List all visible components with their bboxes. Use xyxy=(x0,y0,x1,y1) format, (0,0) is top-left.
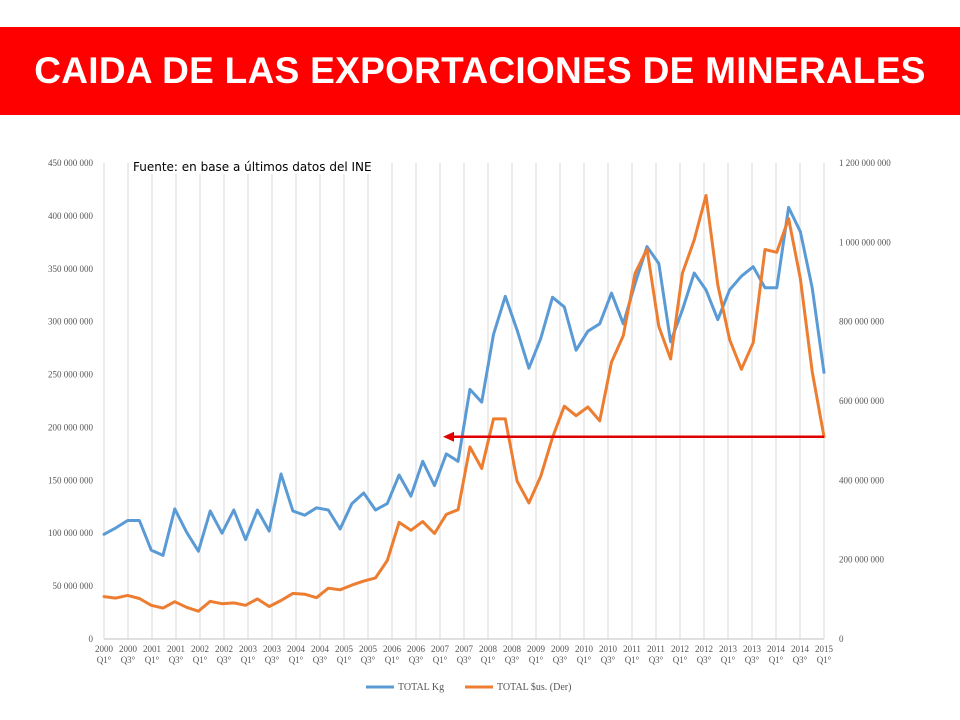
y-right-tick-label: 1 200 000 000 xyxy=(839,158,891,168)
x-tick-label-year: 2002 xyxy=(191,644,209,654)
x-tick-label-quarter: Q3° xyxy=(649,655,664,665)
x-tick-label-year: 2001 xyxy=(143,644,161,654)
y-left-tick-label: 250 000 000 xyxy=(48,370,94,380)
x-tick-label-quarter: Q3° xyxy=(745,655,760,665)
y-left-tick-label: 300 000 000 xyxy=(48,317,94,327)
x-tick-label-year: 2003 xyxy=(263,644,282,654)
x-tick-label-quarter: Q1° xyxy=(337,655,352,665)
y-left-tick-label: 400 000 000 xyxy=(48,211,94,221)
x-tick-label-quarter: Q3° xyxy=(217,655,232,665)
y-left-tick-label: 450 000 000 xyxy=(48,158,94,168)
y-right-tick-label: 600 000 000 xyxy=(839,396,885,406)
title-banner: CAIDA DE LAS EXPORTACIONES DE MINERALES xyxy=(0,27,960,115)
x-tick-label-year: 2000 xyxy=(95,644,114,654)
x-tick-label-year: 2012 xyxy=(671,644,689,654)
x-tick-label-year: 2007 xyxy=(431,644,450,654)
x-tick-label-year: 2001 xyxy=(167,644,185,654)
slide-title: CAIDA DE LAS EXPORTACIONES DE MINERALES xyxy=(34,50,926,91)
x-tick-label-year: 2012 xyxy=(695,644,713,654)
annotation-arrow-head xyxy=(443,431,454,442)
x-tick-label-quarter: Q1° xyxy=(289,655,304,665)
y-left-tick-label: 100 000 000 xyxy=(48,528,94,538)
source-note: Fuente: en base a últimos datos del INE xyxy=(131,160,374,174)
x-tick-label-year: 2004 xyxy=(287,644,306,654)
x-tick-label-year: 2009 xyxy=(551,644,570,654)
y-left-tick-label: 0 xyxy=(89,634,94,644)
x-tick-label-quarter: Q3° xyxy=(697,655,712,665)
y-right-tick-label: 1 000 000 000 xyxy=(839,237,891,247)
x-tick-label-year: 2006 xyxy=(407,644,426,654)
y-left-tick-label: 150 000 000 xyxy=(48,475,94,485)
x-tick-label-year: 2007 xyxy=(455,644,474,654)
x-tick-label-year: 2009 xyxy=(527,644,546,654)
x-tick-label-quarter: Q1° xyxy=(817,655,832,665)
x-tick-label-year: 2013 xyxy=(743,644,762,654)
x-tick-label-year: 2004 xyxy=(311,644,330,654)
x-tick-label-year: 2015 xyxy=(815,644,834,654)
x-tick-label-quarter: Q1° xyxy=(721,655,736,665)
x-tick-label-year: 2011 xyxy=(623,644,641,654)
x-tick-label-quarter: Q1° xyxy=(433,655,448,665)
x-tick-label-quarter: Q3° xyxy=(169,655,184,665)
x-tick-label-quarter: Q1° xyxy=(769,655,784,665)
x-tick-label-quarter: Q3° xyxy=(361,655,376,665)
x-tick-label-year: 2002 xyxy=(215,644,233,654)
x-tick-label-year: 2014 xyxy=(767,644,786,654)
x-tick-label-quarter: Q3° xyxy=(793,655,808,665)
x-tick-label-quarter: Q3° xyxy=(313,655,328,665)
x-tick-label-year: 2005 xyxy=(359,644,378,654)
x-tick-label-year: 2010 xyxy=(599,644,618,654)
x-tick-label-year: 2013 xyxy=(719,644,738,654)
x-tick-label-quarter: Q1° xyxy=(97,655,112,665)
x-tick-label-quarter: Q3° xyxy=(553,655,568,665)
y-right-tick-label: 200 000 000 xyxy=(839,555,885,565)
x-tick-label-quarter: Q1° xyxy=(385,655,400,665)
y-left-tick-label: 200 000 000 xyxy=(48,422,94,432)
legend-label: TOTAL Kg xyxy=(398,682,444,693)
x-tick-label-quarter: Q3° xyxy=(601,655,616,665)
y-left-tick-label: 350 000 000 xyxy=(48,264,94,274)
x-tick-label-quarter: Q3° xyxy=(505,655,520,665)
x-tick-label-quarter: Q3° xyxy=(265,655,280,665)
x-tick-label-quarter: Q1° xyxy=(529,655,544,665)
x-tick-label-quarter: Q3° xyxy=(457,655,472,665)
x-tick-label-quarter: Q3° xyxy=(409,655,424,665)
y-left-tick-label: 50 000 000 xyxy=(53,581,94,591)
x-tick-label-quarter: Q1° xyxy=(241,655,256,665)
x-tick-label-quarter: Q1° xyxy=(577,655,592,665)
x-tick-label-year: 2014 xyxy=(791,644,810,654)
x-tick-label-year: 2006 xyxy=(383,644,402,654)
x-tick-label-year: 2008 xyxy=(479,644,498,654)
x-tick-label-quarter: Q1° xyxy=(625,655,640,665)
x-tick-label-quarter: Q1° xyxy=(193,655,208,665)
series-line-1 xyxy=(102,205,826,557)
series-line-2 xyxy=(102,194,826,613)
y-right-tick-label: 0 xyxy=(839,634,844,644)
x-tick-label-quarter: Q1° xyxy=(481,655,496,665)
x-tick-label-quarter: Q3° xyxy=(121,655,136,665)
x-tick-label-year: 2011 xyxy=(647,644,665,654)
x-tick-label-year: 2008 xyxy=(503,644,522,654)
y-right-tick-label: 400 000 000 xyxy=(839,475,885,485)
y-right-tick-label: 800 000 000 xyxy=(839,317,885,327)
x-tick-label-year: 2010 xyxy=(575,644,594,654)
x-tick-label-quarter: Q1° xyxy=(145,655,160,665)
x-tick-label-year: 2000 xyxy=(119,644,138,654)
x-tick-label-quarter: Q1° xyxy=(673,655,688,665)
x-tick-label-year: 2005 xyxy=(335,644,354,654)
legend-label: TOTAL $us. (Der) xyxy=(497,682,571,693)
x-tick-label-year: 2003 xyxy=(239,644,258,654)
